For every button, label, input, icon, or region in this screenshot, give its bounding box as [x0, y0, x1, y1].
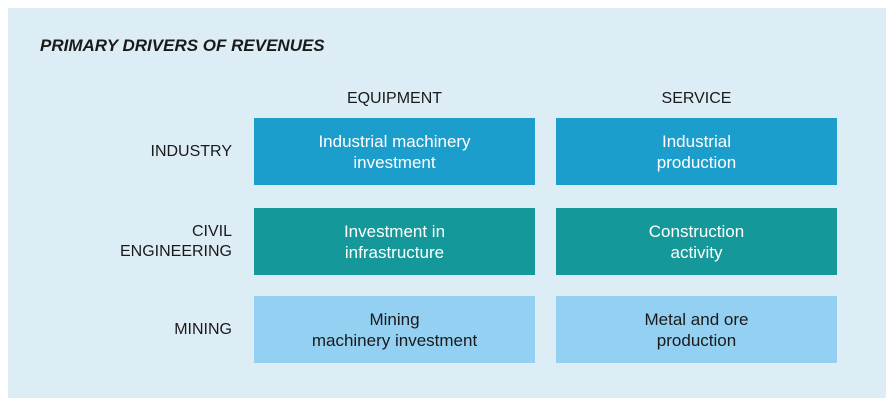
row-label: MINING: [68, 296, 232, 363]
row-label: INDUSTRY: [68, 118, 233, 185]
driver-text: Construction: [648, 221, 745, 241]
row-label: CIVIL ENGINEERING: [68, 208, 232, 275]
row-label-line: INDUSTRY: [150, 142, 233, 160]
driver-text: infrastructure: [344, 242, 445, 262]
driver-text: Mining: [369, 309, 420, 329]
driver-box: Industrial machinery investment: [254, 118, 535, 185]
driver-text: production: [656, 330, 737, 350]
driver-text: Industrial machinery: [318, 131, 471, 151]
driver-text: Industrial: [662, 131, 731, 151]
driver-box: Metal and ore production: [556, 296, 837, 363]
title: PRIMARY DRIVERS OF REVENUES: [40, 36, 325, 55]
column-header: SERVICE: [661, 90, 732, 107]
row-label-line: CIVIL: [191, 222, 232, 240]
driver-box: Mining machinery investment: [254, 296, 535, 363]
driver-text: machinery investment: [311, 330, 478, 350]
driver-text: Metal and ore: [644, 309, 749, 329]
panel: PRIMARY DRIVERS OF REVENUES EQUIPMENT SER…: [8, 8, 886, 398]
driver-text: production: [656, 152, 737, 172]
driver-text: activity: [670, 242, 723, 262]
column-header: EQUIPMENT: [346, 90, 443, 107]
row-label-line: ENGINEERING: [119, 242, 232, 260]
row-label-line: MINING: [174, 320, 232, 338]
driver-box: Industrial production: [556, 118, 837, 185]
driver-box: Investment in infrastructure: [254, 208, 535, 275]
driver-text: Investment in: [343, 221, 446, 241]
driver-text: investment: [353, 152, 436, 172]
driver-box: Construction activity: [556, 208, 837, 275]
